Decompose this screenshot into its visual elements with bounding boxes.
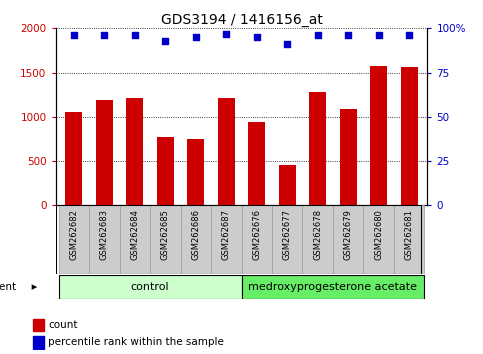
Bar: [33, 319, 44, 331]
Bar: [66, 113, 82, 205]
Point: [131, 33, 139, 38]
Bar: [370, 67, 387, 205]
Bar: [218, 98, 235, 205]
Bar: [181, 205, 211, 274]
Bar: [127, 98, 143, 205]
Bar: [58, 275, 242, 299]
Bar: [279, 166, 296, 205]
Bar: [333, 205, 363, 274]
Bar: [272, 205, 302, 274]
Text: medroxyprogesterone acetate: medroxyprogesterone acetate: [248, 282, 417, 292]
Bar: [309, 92, 326, 205]
Point: [375, 33, 383, 38]
Bar: [302, 205, 333, 274]
Bar: [394, 205, 425, 274]
Bar: [120, 205, 150, 274]
Text: GSM262686: GSM262686: [191, 209, 200, 260]
Point: [344, 33, 352, 38]
Text: GSM262684: GSM262684: [130, 209, 139, 259]
Title: GDS3194 / 1416156_at: GDS3194 / 1416156_at: [160, 13, 323, 27]
Bar: [211, 205, 242, 274]
Point: [70, 33, 78, 38]
Point: [405, 33, 413, 38]
Point: [192, 34, 199, 40]
Bar: [96, 100, 113, 205]
Bar: [242, 205, 272, 274]
Point: [314, 33, 322, 38]
Text: GSM262683: GSM262683: [100, 209, 109, 260]
Text: GSM262682: GSM262682: [70, 209, 78, 259]
Point: [161, 38, 169, 44]
Point: [253, 34, 261, 40]
Text: GSM262678: GSM262678: [313, 209, 322, 260]
Text: GSM262679: GSM262679: [344, 209, 353, 259]
Text: agent: agent: [0, 282, 16, 292]
Bar: [242, 275, 425, 299]
Bar: [89, 205, 120, 274]
Text: GSM262681: GSM262681: [405, 209, 413, 259]
Bar: [157, 137, 174, 205]
Point: [100, 33, 108, 38]
Point: [284, 41, 291, 47]
Text: percentile rank within the sample: percentile rank within the sample: [48, 337, 224, 348]
Text: control: control: [131, 282, 170, 292]
Text: GSM262680: GSM262680: [374, 209, 383, 259]
Text: GSM262685: GSM262685: [161, 209, 170, 259]
Bar: [187, 139, 204, 205]
Text: GSM262687: GSM262687: [222, 209, 231, 260]
Point: [222, 31, 230, 36]
Text: count: count: [48, 320, 78, 330]
Text: GSM262677: GSM262677: [283, 209, 292, 260]
Bar: [150, 205, 181, 274]
Text: GSM262676: GSM262676: [252, 209, 261, 260]
Bar: [58, 205, 89, 274]
Bar: [33, 336, 44, 349]
Bar: [340, 109, 356, 205]
Bar: [248, 122, 265, 205]
Bar: [401, 67, 417, 205]
Bar: [363, 205, 394, 274]
